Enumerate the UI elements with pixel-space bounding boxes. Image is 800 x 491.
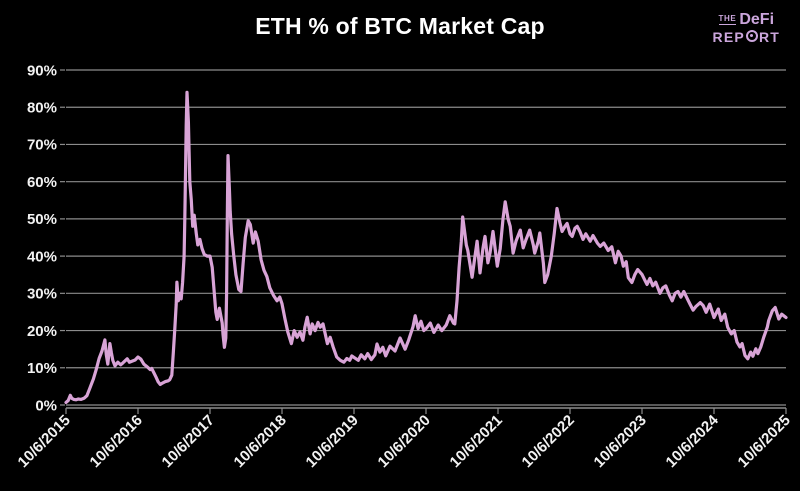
y-axis-label-20%: 20% — [27, 323, 57, 340]
x-axis-label-10/6/2018: 10/6/2018 — [231, 412, 290, 471]
logo-report-post: RT — [758, 28, 780, 45]
y-axis-label-30%: 30% — [27, 286, 57, 303]
x-axis-label-10/6/2017: 10/6/2017 — [159, 412, 218, 471]
y-axis-label-50%: 50% — [27, 211, 57, 228]
x-axis-label-10/6/2021: 10/6/2021 — [447, 412, 506, 471]
x-axis-label-10/6/2019: 10/6/2019 — [303, 412, 362, 471]
y-axis-label-70%: 70% — [27, 137, 57, 154]
target-o-icon — [745, 29, 758, 42]
logo-defi-text: DeFi — [739, 11, 775, 28]
logo-top-line: THE DeFi — [713, 11, 780, 29]
y-axis-label-0%: 0% — [35, 397, 57, 414]
chart-title: ETH % of BTC Market Cap — [255, 13, 545, 39]
x-axis-label-10/6/2020: 10/6/2020 — [375, 412, 434, 471]
x-axis-label-10/6/2023: 10/6/2023 — [591, 412, 650, 471]
y-axis-label-60%: 60% — [27, 174, 57, 191]
logo-the-text: THE — [718, 14, 737, 25]
logo-report-pre: REP — [712, 28, 745, 45]
y-axis-label-80%: 80% — [27, 99, 57, 116]
x-axis-label-10/6/2025: 10/6/2025 — [735, 412, 794, 471]
defi-report-logo: THE DeFi REP RT — [712, 11, 780, 45]
y-axis-label-40%: 40% — [27, 248, 57, 265]
x-axis-label-10/6/2024: 10/6/2024 — [663, 411, 723, 471]
x-axis-label-10/6/2015: 10/6/2015 — [15, 412, 74, 471]
x-axis-label-10/6/2022: 10/6/2022 — [519, 412, 578, 471]
target-dot-icon — [750, 34, 754, 38]
y-axis-label-90%: 90% — [27, 62, 57, 79]
x-axis-label-10/6/2016: 10/6/2016 — [87, 412, 146, 471]
eth-btc-ratio-line — [64, 90, 788, 404]
y-axis-label-10%: 10% — [27, 360, 57, 377]
logo-report-text: REP RT — [712, 28, 780, 45]
